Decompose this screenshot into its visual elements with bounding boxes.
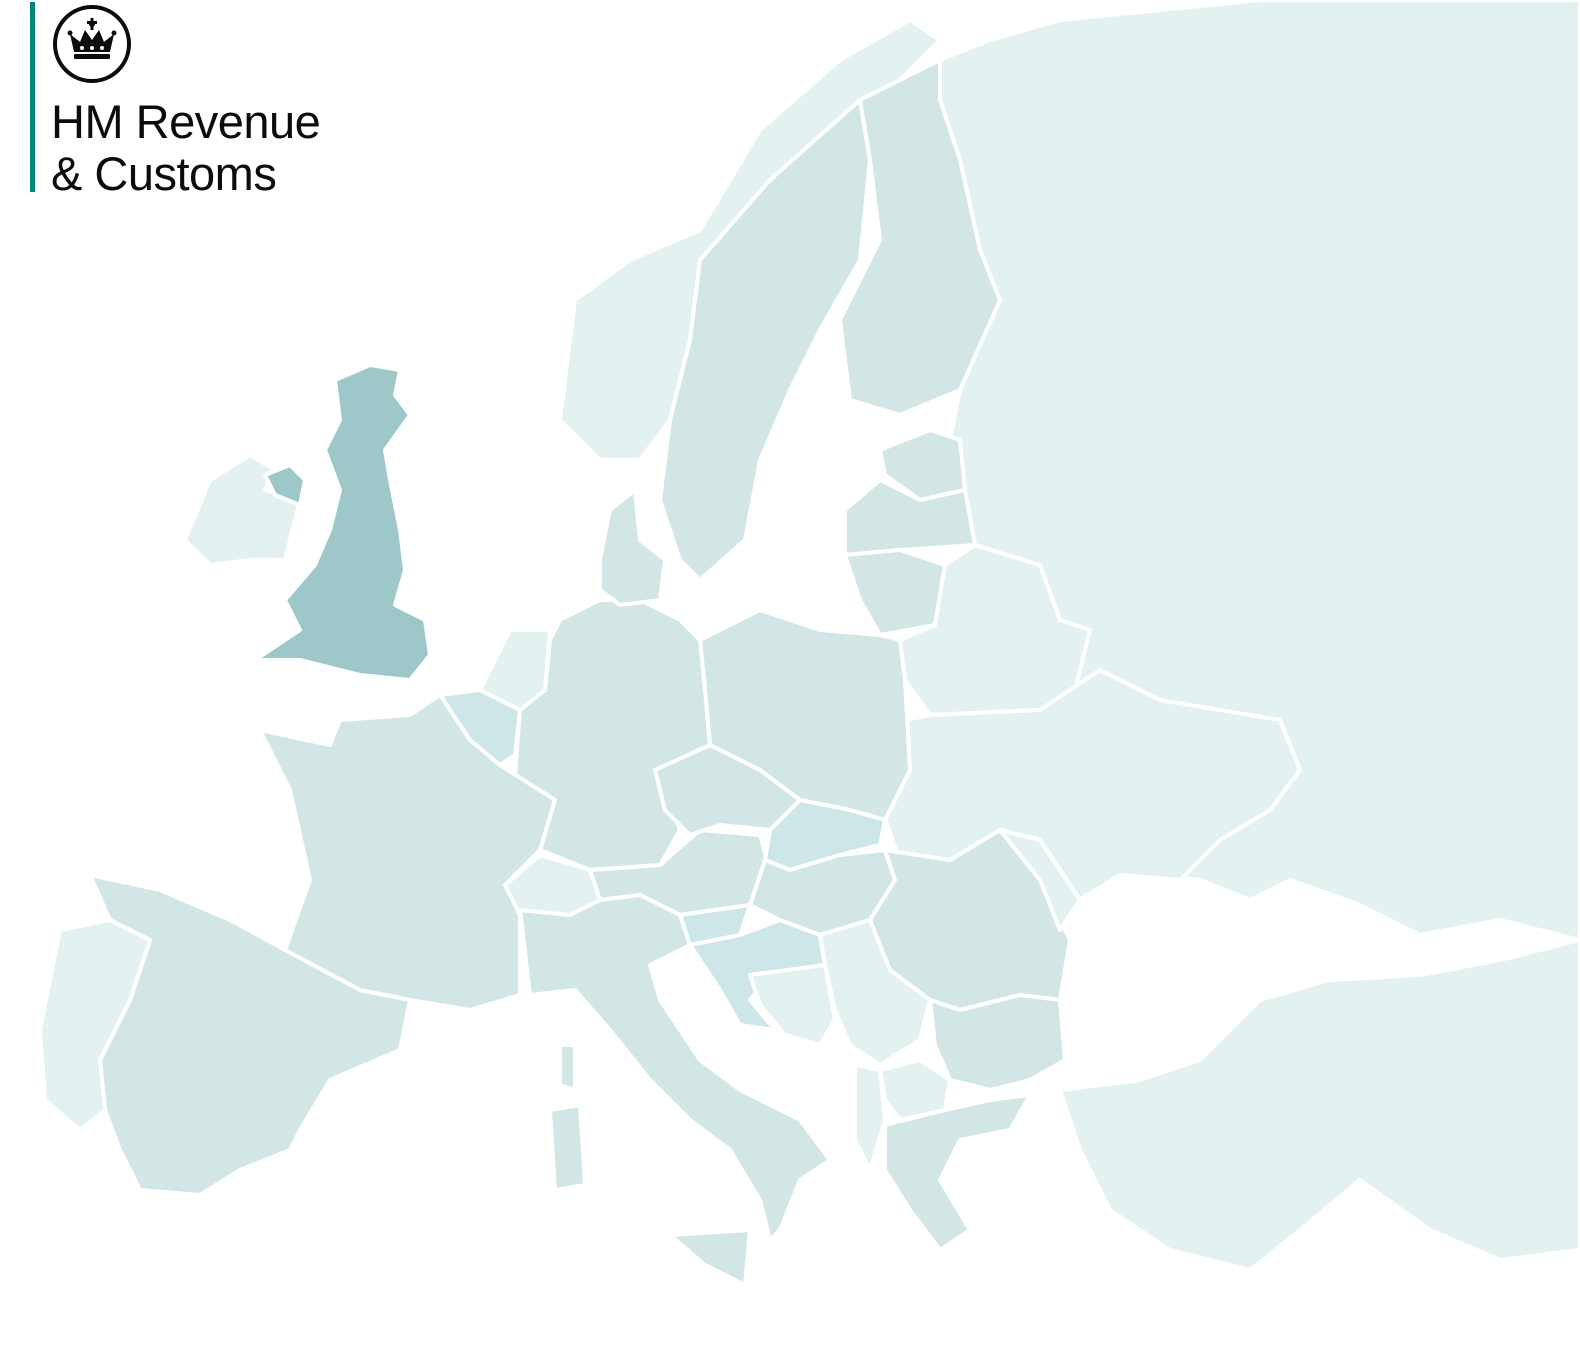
finland	[838, 58, 1002, 417]
logo-rule	[30, 2, 35, 192]
turkey	[1058, 938, 1580, 1272]
greece	[883, 1093, 1032, 1252]
united-kingdom[interactable]	[253, 363, 432, 682]
moldova	[998, 828, 1082, 932]
bulgaria	[928, 993, 1067, 1092]
crown-icon	[53, 5, 131, 83]
corsica	[558, 1043, 577, 1092]
sicily	[668, 1228, 752, 1287]
italy	[518, 893, 832, 1242]
northern-ireland	[263, 463, 307, 507]
logo-wordmark: HM Revenue & Customs	[51, 95, 321, 200]
logo-line-1: HM Revenue	[51, 95, 321, 148]
hmrc-logo: HM Revenue & Customs	[30, 2, 370, 200]
denmark	[598, 488, 667, 607]
portugal	[38, 918, 152, 1132]
lithuania	[843, 548, 947, 637]
logo-line-2: & Customs	[51, 147, 277, 200]
bosnia	[748, 963, 837, 1047]
albania	[853, 1063, 887, 1172]
sweden	[658, 98, 872, 582]
sardinia	[548, 1103, 587, 1192]
